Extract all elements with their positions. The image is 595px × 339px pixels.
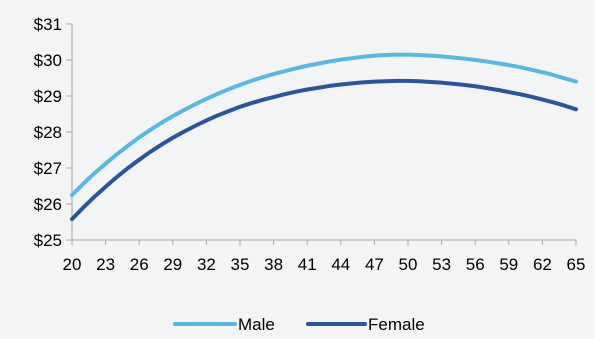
x-tick-label: 47	[365, 255, 384, 274]
legend: Male Female	[173, 315, 425, 334]
x-tick-label: 26	[130, 255, 149, 274]
y-tick-label: $25	[34, 231, 62, 250]
x-tick-label: 20	[63, 255, 82, 274]
y-tick-label: $31	[34, 15, 62, 34]
x-tick-label: 41	[298, 255, 317, 274]
legend-label-female: Female	[368, 315, 425, 334]
x-tick-label: 50	[399, 255, 418, 274]
series-line-female	[70, 78, 578, 222]
y-tick-label: $27	[34, 159, 62, 178]
x-tick-label: 29	[163, 255, 182, 274]
x-tick-label: 62	[533, 255, 552, 274]
x-tick-label: 53	[432, 255, 451, 274]
y-tick-label: $29	[34, 87, 62, 106]
y-tick-label: $28	[34, 123, 62, 142]
series-lines	[70, 52, 578, 222]
y-tick-label: $30	[34, 51, 62, 70]
y-tick-label: $26	[34, 195, 62, 214]
x-tick-label: 23	[96, 255, 115, 274]
axes: $25 $26 $27 $28 $29 $30 $31 20 23 26 29 32 35 38 41 44 4…	[34, 15, 586, 274]
x-tick-label: 32	[197, 255, 216, 274]
x-tick-label: 44	[331, 255, 350, 274]
series-line-male	[70, 52, 578, 197]
x-tick-label: 56	[466, 255, 485, 274]
legend-label-male: Male	[238, 315, 275, 334]
x-tick-label: 59	[499, 255, 518, 274]
x-tick-label: 35	[231, 255, 250, 274]
x-tick-label: 38	[264, 255, 283, 274]
x-tick-label: 65	[567, 255, 586, 274]
